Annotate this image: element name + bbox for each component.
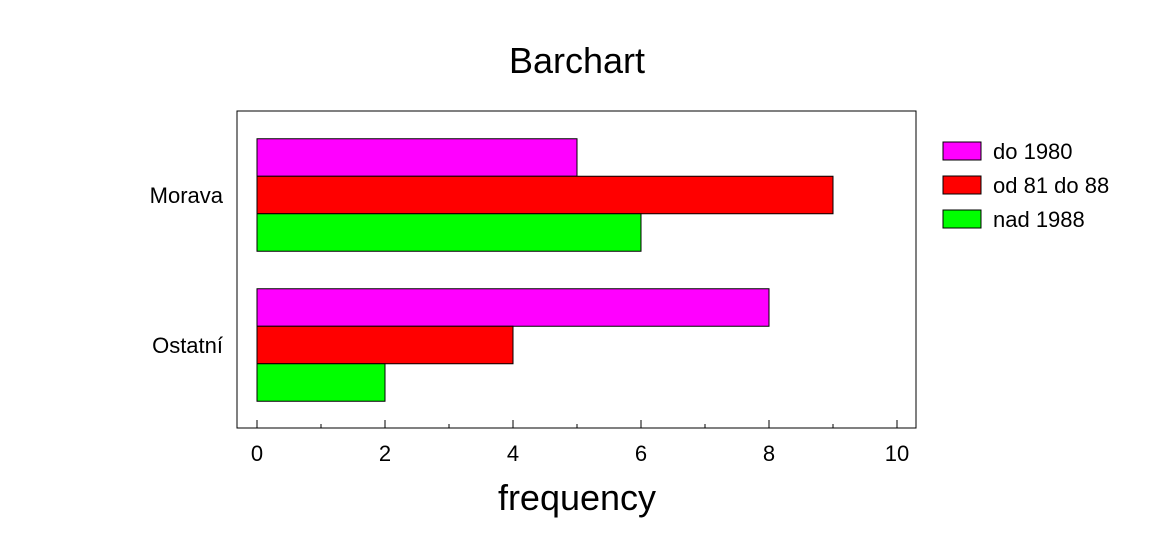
y-tick-label: Ostatní	[152, 333, 223, 358]
legend: do 1980 od 81 do 88 nad 1988	[942, 139, 1109, 232]
x-tick-label: 10	[885, 441, 909, 466]
x-tick-label: 8	[763, 441, 775, 466]
x-tick-label: 4	[507, 441, 519, 466]
bar-ostatn--series-1	[256, 288, 770, 327]
legend-swatch	[942, 209, 982, 229]
legend-swatch	[942, 175, 982, 195]
x-tick-label: 6	[635, 441, 647, 466]
bar-ostatn--series-2	[256, 325, 514, 365]
x-tick-label: 0	[251, 441, 263, 466]
legend-label: od 81 do 88	[993, 173, 1109, 198]
bars-layer	[256, 138, 834, 402]
x-axis-title: frequency	[498, 477, 656, 518]
legend-label: do 1980	[993, 139, 1073, 164]
x-axis: 0 2 4 6 8 10	[251, 420, 909, 466]
y-tick-label: Morava	[150, 183, 224, 208]
legend-swatch	[942, 141, 982, 161]
bar-morava-series-2	[256, 175, 834, 215]
x-tick-label: 2	[379, 441, 391, 466]
bar-morava-series-3	[256, 213, 642, 252]
bar-morava-series-1	[256, 138, 578, 177]
y-axis: Morava Ostatní	[150, 183, 224, 358]
chart-title: Barchart	[509, 40, 645, 81]
legend-label: nad 1988	[993, 207, 1085, 232]
bar-ostatn--series-3	[256, 363, 386, 402]
